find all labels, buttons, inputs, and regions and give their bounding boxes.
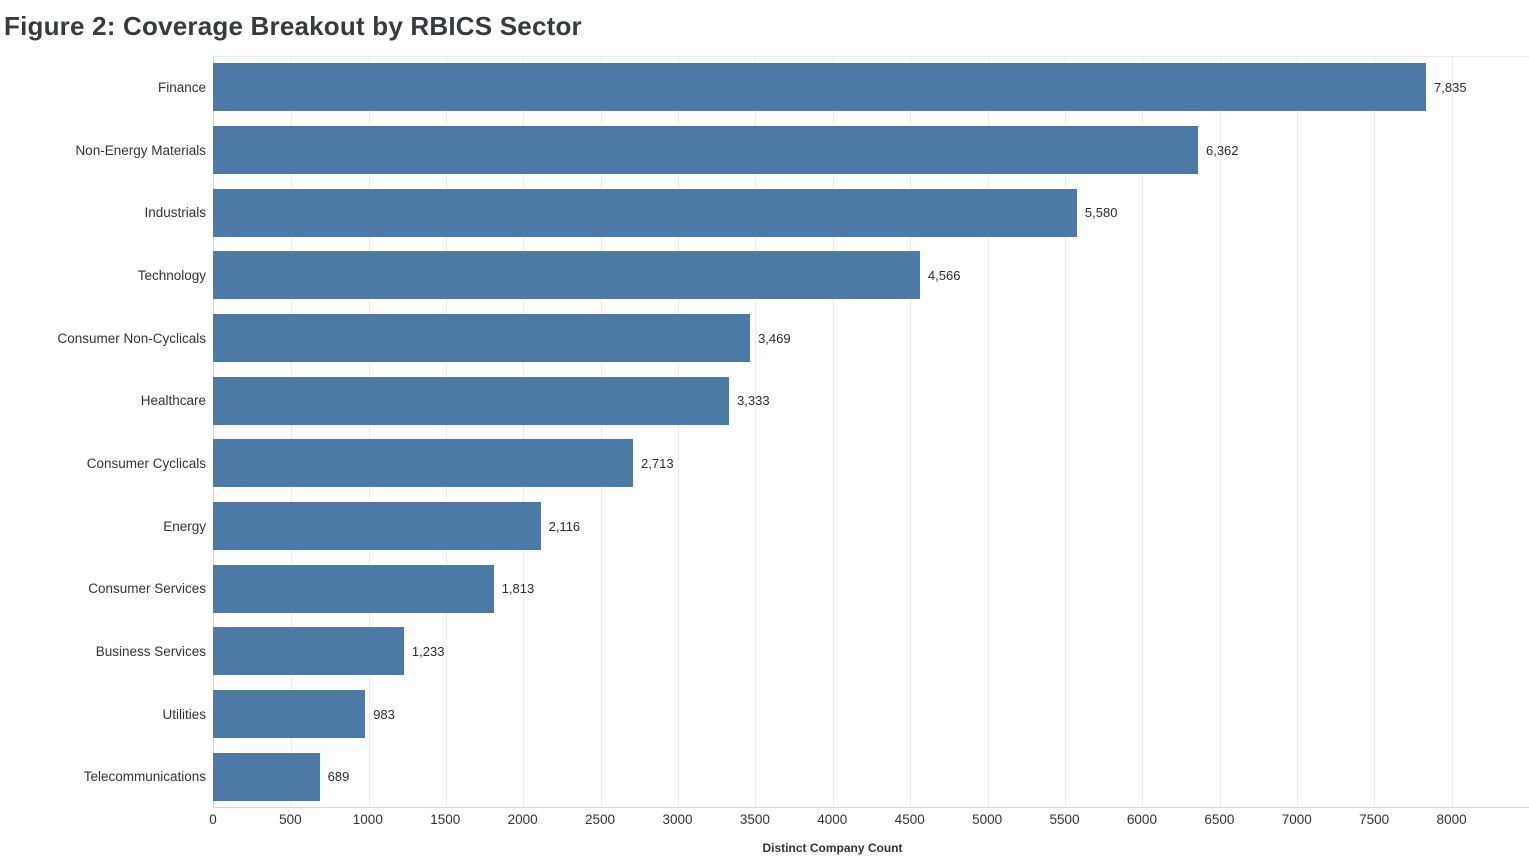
x-axis-tick-label: 3500 — [739, 812, 770, 827]
x-axis-tick-label: 6000 — [1126, 812, 1157, 827]
bar-value-label: 1,233 — [411, 643, 445, 659]
x-axis-tick-labels: 0 500 1000 1500 2000 2500 3000 3500 4000 4500 5000… — [209, 812, 1529, 830]
category-label: Business Services — [95, 643, 206, 659]
bar-track: 983 — [213, 683, 1529, 746]
gridline — [1064, 57, 1066, 807]
bar-row: Consumer Non-Cyclicals 3,469 — [0, 307, 1529, 370]
bar-row: Industrials 5,580 — [0, 181, 1529, 244]
x-axis-tick-label: 1000 — [352, 812, 383, 827]
bar[interactable] — [213, 251, 920, 300]
gridline — [446, 57, 448, 807]
category-label: Healthcare — [140, 393, 206, 409]
category-label: Industrials — [144, 205, 206, 221]
bar-value-label: 3,469 — [758, 330, 791, 346]
bar-value-label: 3,333 — [737, 393, 770, 409]
x-axis-tick-label: 2000 — [507, 812, 538, 827]
x-axis-tick-label: 500 — [279, 812, 302, 827]
bar[interactable] — [213, 63, 1427, 112]
bar-value-label: 4,566 — [927, 267, 961, 283]
bar-row: Utilities 983 — [0, 683, 1529, 746]
bar-track: 6,362 — [213, 119, 1529, 182]
bar-track: 689 — [213, 745, 1529, 808]
x-axis-tick-label: 5000 — [972, 812, 1003, 827]
bar-value-label: 2,713 — [641, 455, 674, 471]
bar[interactable] — [213, 376, 730, 425]
x-axis-tick-label: 2500 — [585, 812, 616, 827]
bar-track: 4,566 — [213, 244, 1529, 307]
bar-track: 1,813 — [213, 557, 1529, 620]
gridline — [678, 57, 680, 807]
x-axis-tick-label: 7500 — [1359, 812, 1390, 827]
gridline — [1219, 57, 1221, 807]
gridline — [1296, 57, 1298, 807]
bar[interactable] — [213, 126, 1198, 174]
bar-track: 7,835 — [213, 56, 1529, 119]
bar-value-label: 2,116 — [548, 518, 581, 534]
gridline — [291, 57, 293, 807]
gridline — [1374, 57, 1376, 807]
x-axis-tick-label: 1500 — [430, 812, 461, 827]
bar-row: Consumer Services 1,813 — [0, 557, 1529, 620]
gridline — [368, 57, 370, 807]
bar[interactable] — [213, 439, 634, 488]
x-axis-tick-label: 6500 — [1204, 812, 1235, 827]
category-label: Consumer Services — [88, 581, 206, 597]
bar-value-label: 1,813 — [501, 581, 535, 597]
gridline — [1451, 57, 1453, 807]
bar-row: Consumer Cyclicals 2,713 — [0, 432, 1529, 495]
bar-row: Finance 7,835 — [0, 56, 1529, 119]
bar[interactable] — [213, 564, 494, 613]
gridline — [523, 57, 525, 807]
category-label: Technology — [137, 267, 206, 283]
x-axis-tick-label: 0 — [209, 812, 217, 827]
bar-track: 2,116 — [213, 495, 1529, 558]
bar-row: Business Services 1,233 — [0, 620, 1529, 683]
bar[interactable] — [213, 690, 366, 739]
x-axis-tick-label: 4500 — [894, 812, 925, 827]
gridline — [987, 57, 989, 807]
bar-value-label: 5,580 — [1084, 205, 1118, 221]
bar-track: 2,713 — [213, 432, 1529, 495]
bar-row: Healthcare 3,333 — [0, 369, 1529, 432]
category-label: Non-Energy Materials — [75, 142, 206, 158]
x-axis-tick-label: 4000 — [817, 812, 848, 827]
bar[interactable] — [213, 627, 404, 676]
bar[interactable] — [213, 752, 320, 801]
x-axis-tick-label: 3000 — [662, 812, 693, 827]
category-label: Finance — [157, 79, 206, 95]
x-axis-tick-label: 8000 — [1436, 812, 1467, 827]
bar-value-label: 7,835 — [1434, 79, 1467, 95]
bar-value-label: 983 — [373, 706, 395, 722]
x-axis-title: Distinct Company Count — [762, 841, 903, 855]
bar-track: 3,333 — [213, 369, 1529, 432]
category-label: Telecommunications — [83, 769, 206, 785]
category-label: Consumer Cyclicals — [86, 455, 206, 471]
category-label: Consumer Non-Cyclicals — [57, 330, 206, 346]
gridline — [832, 57, 834, 807]
bar[interactable] — [213, 502, 541, 551]
bar-track: 1,233 — [213, 620, 1529, 683]
x-axis-tick-label: 5500 — [1049, 812, 1080, 827]
bar-rows-container: Finance 7,835 Non-Energy Materials 6,362 Ind… — [0, 56, 1529, 808]
category-label: Utilities — [162, 706, 206, 722]
bar-value-label: 6,362 — [1205, 142, 1239, 158]
plot-area — [213, 56, 1529, 808]
bar-track: 3,469 — [213, 307, 1529, 370]
bar[interactable] — [213, 188, 1077, 237]
category-label: Energy — [163, 518, 206, 534]
bar-row: Telecommunications 689 — [0, 745, 1529, 808]
chart-title: Figure 2: Coverage Breakout by RBICS Sec… — [4, 11, 582, 41]
bar-track: 5,580 — [213, 181, 1529, 244]
gridline — [600, 57, 602, 807]
bar-value-label: 689 — [327, 769, 350, 785]
gridline — [910, 57, 912, 807]
bar-row: Non-Energy Materials 6,362 — [0, 119, 1529, 182]
gridline — [1142, 57, 1144, 807]
gridline — [755, 57, 757, 807]
bar[interactable] — [213, 314, 751, 363]
bar-row: Energy 2,116 — [0, 495, 1529, 558]
x-axis-tick-label: 7000 — [1281, 812, 1312, 827]
bar-row: Technology 4,566 — [0, 244, 1529, 307]
